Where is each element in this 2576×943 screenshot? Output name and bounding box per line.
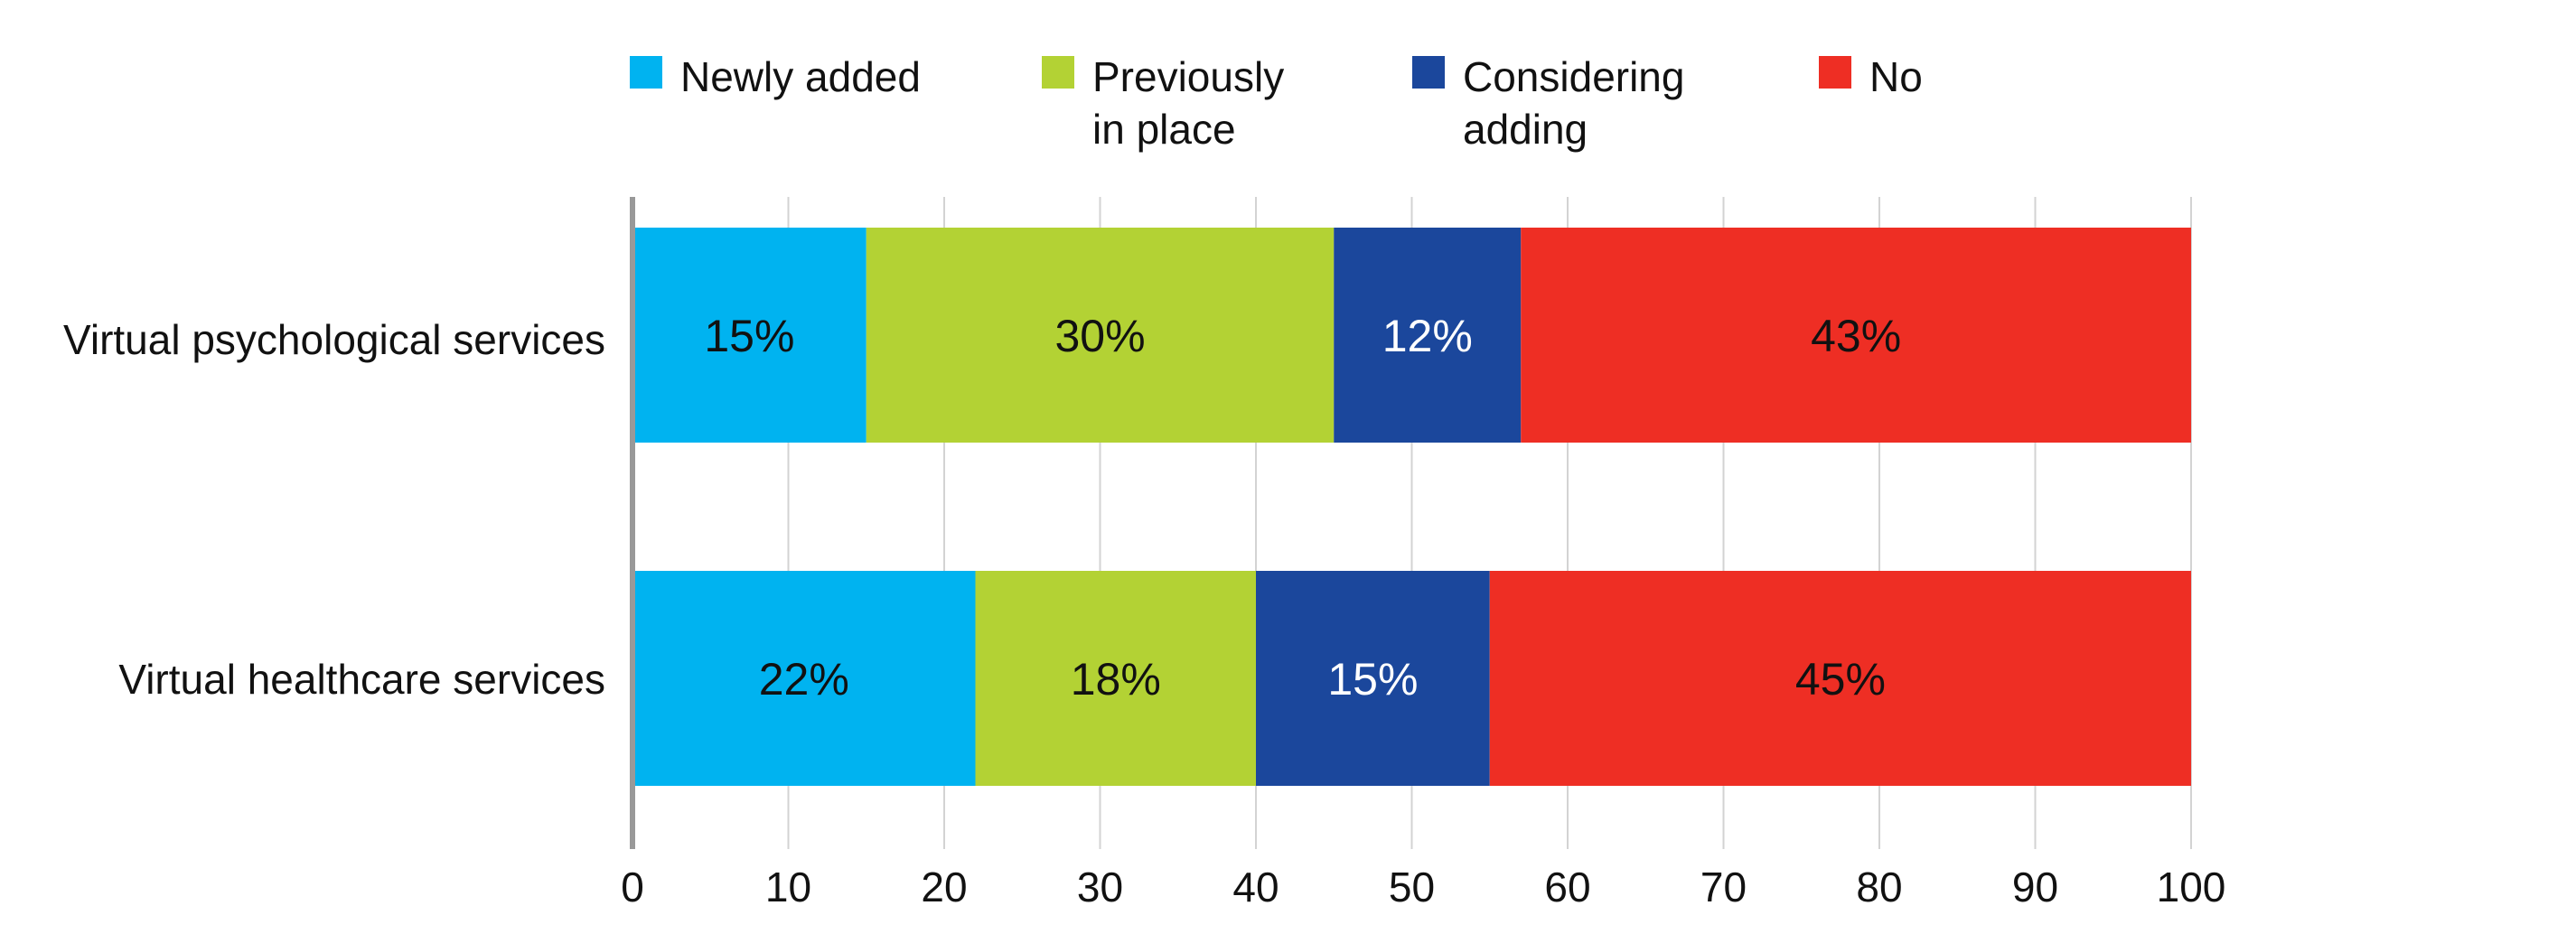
legend-swatch (630, 56, 662, 89)
legend-label: Considering (1463, 53, 1684, 100)
data-label: 45% (1795, 654, 1886, 705)
bar-segment (975, 571, 1256, 786)
data-label: 18% (1071, 654, 1161, 705)
data-label: 43% (1811, 311, 1901, 361)
legend-label: No (1869, 53, 1923, 100)
bar-segment (632, 571, 976, 786)
data-label: 15% (704, 311, 794, 361)
data-label: 30% (1054, 311, 1145, 361)
legend: Newly added Previously in place Considering… (630, 53, 1923, 153)
data-label: 22% (759, 654, 849, 705)
legend-label: Newly added (680, 53, 921, 100)
bar-segment (1489, 571, 2191, 786)
x-tick-label: 30 (1077, 864, 1123, 910)
x-tick-label: 0 (621, 864, 644, 910)
bar-segment (1521, 228, 2191, 443)
x-tick-label: 90 (2012, 864, 2058, 910)
bars: 15% 30% 12% 43% 22% 18% 15% 45% (632, 228, 2191, 786)
bar-segment (866, 228, 1335, 443)
category-label: Virtual psychological services (63, 316, 605, 363)
bar-segment (632, 228, 866, 443)
x-tick-label: 10 (765, 864, 811, 910)
x-tick-label: 70 (1700, 864, 1747, 910)
legend-swatch (1412, 56, 1445, 89)
x-tick-label: 20 (921, 864, 967, 910)
x-tick-label: 40 (1232, 864, 1279, 910)
legend-label: Previously (1092, 53, 1284, 100)
bar-segment (1334, 228, 1522, 443)
legend-label: adding (1463, 106, 1588, 153)
x-axis: 0 10 20 30 40 50 60 70 80 90 100 (621, 197, 2225, 910)
x-tick-label: 60 (1544, 864, 1590, 910)
legend-swatch (1042, 56, 1074, 89)
x-tick-label: 80 (1856, 864, 1902, 910)
category-labels: Virtual psychological services Virtual he… (63, 316, 605, 703)
category-label: Virtual healthcare services (118, 656, 605, 703)
bar-segment (1256, 571, 1490, 786)
data-label: 15% (1327, 654, 1418, 705)
data-label: 12% (1382, 311, 1473, 361)
x-tick-label: 50 (1389, 864, 1435, 910)
legend-swatch (1819, 56, 1851, 89)
x-tick-label: 100 (2157, 864, 2226, 910)
legend-label: in place (1092, 106, 1236, 153)
